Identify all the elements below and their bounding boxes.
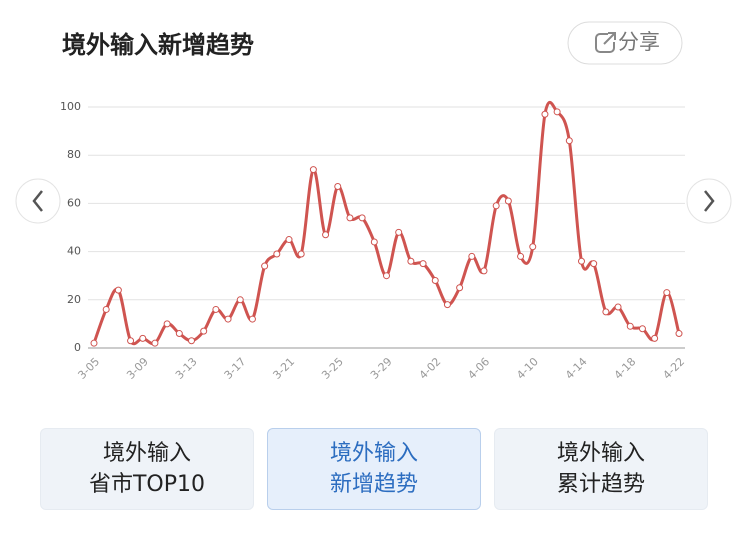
tab-label[interactable]: 省市TOP10 <box>88 472 206 497</box>
point <box>602 308 610 316</box>
point <box>212 305 220 313</box>
point <box>431 277 439 285</box>
point <box>346 214 354 222</box>
point <box>334 183 342 191</box>
tab-label[interactable]: 累计趋势 <box>556 472 645 497</box>
point <box>236 296 244 304</box>
point <box>468 252 476 260</box>
tab[interactable]: 境外输入 新增趋势 <box>267 428 481 510</box>
point <box>151 339 159 347</box>
y-tick-label: 80 <box>67 148 81 161</box>
point <box>651 334 659 342</box>
y-tick-label: 100 <box>60 100 81 113</box>
point <box>163 320 171 328</box>
point <box>127 337 135 345</box>
tab[interactable]: 境外输入省市TOP10 <box>40 428 254 510</box>
point <box>285 236 293 244</box>
share-button[interactable] <box>567 21 683 65</box>
point <box>139 334 147 342</box>
point <box>200 327 208 335</box>
point <box>248 315 256 323</box>
point <box>480 267 488 275</box>
point <box>675 330 683 338</box>
point <box>322 231 330 239</box>
point <box>188 337 195 345</box>
point <box>358 214 366 222</box>
prev-button[interactable] <box>15 178 61 224</box>
point <box>370 238 378 246</box>
point <box>456 284 464 292</box>
point <box>175 330 183 338</box>
next-button[interactable] <box>686 178 732 224</box>
point <box>90 339 98 347</box>
point <box>504 197 512 205</box>
point <box>590 260 598 268</box>
point <box>517 252 525 260</box>
point <box>395 228 403 236</box>
share-icon <box>595 32 616 53</box>
y-tick-label: 0 <box>74 341 81 354</box>
point <box>541 110 549 118</box>
point <box>224 315 232 323</box>
y-tick-label: 60 <box>67 196 81 209</box>
point <box>114 286 122 294</box>
tab[interactable]: 境外输入 累计趋势 <box>494 428 708 510</box>
tab-label[interactable]: 新增趋势 <box>329 472 418 497</box>
point <box>614 303 622 311</box>
card <box>40 0 708 405</box>
y-tick-label: 40 <box>67 245 81 258</box>
point <box>553 108 561 116</box>
point <box>565 137 573 145</box>
point <box>309 166 317 174</box>
point <box>638 325 646 333</box>
point <box>297 250 305 258</box>
tab-label[interactable]: 境外输入 <box>329 441 418 466</box>
point <box>383 272 390 280</box>
point <box>626 322 634 330</box>
point <box>273 250 281 258</box>
point <box>407 257 415 265</box>
next-arrow <box>704 190 715 212</box>
tab-label[interactable]: 境外输入 <box>556 441 645 466</box>
point <box>663 289 671 297</box>
point <box>102 305 110 313</box>
chart-title: 境外输入新增趋势 <box>62 31 254 59</box>
point <box>443 301 451 309</box>
prev-arrow <box>32 190 43 212</box>
share-label[interactable]: 分享 <box>618 30 660 54</box>
point <box>529 243 537 251</box>
point <box>578 257 585 265</box>
point <box>261 262 269 270</box>
tab-label[interactable]: 境外输入 <box>102 441 191 466</box>
y-tick-label: 20 <box>67 293 81 306</box>
point <box>419 260 427 268</box>
point <box>492 202 500 210</box>
